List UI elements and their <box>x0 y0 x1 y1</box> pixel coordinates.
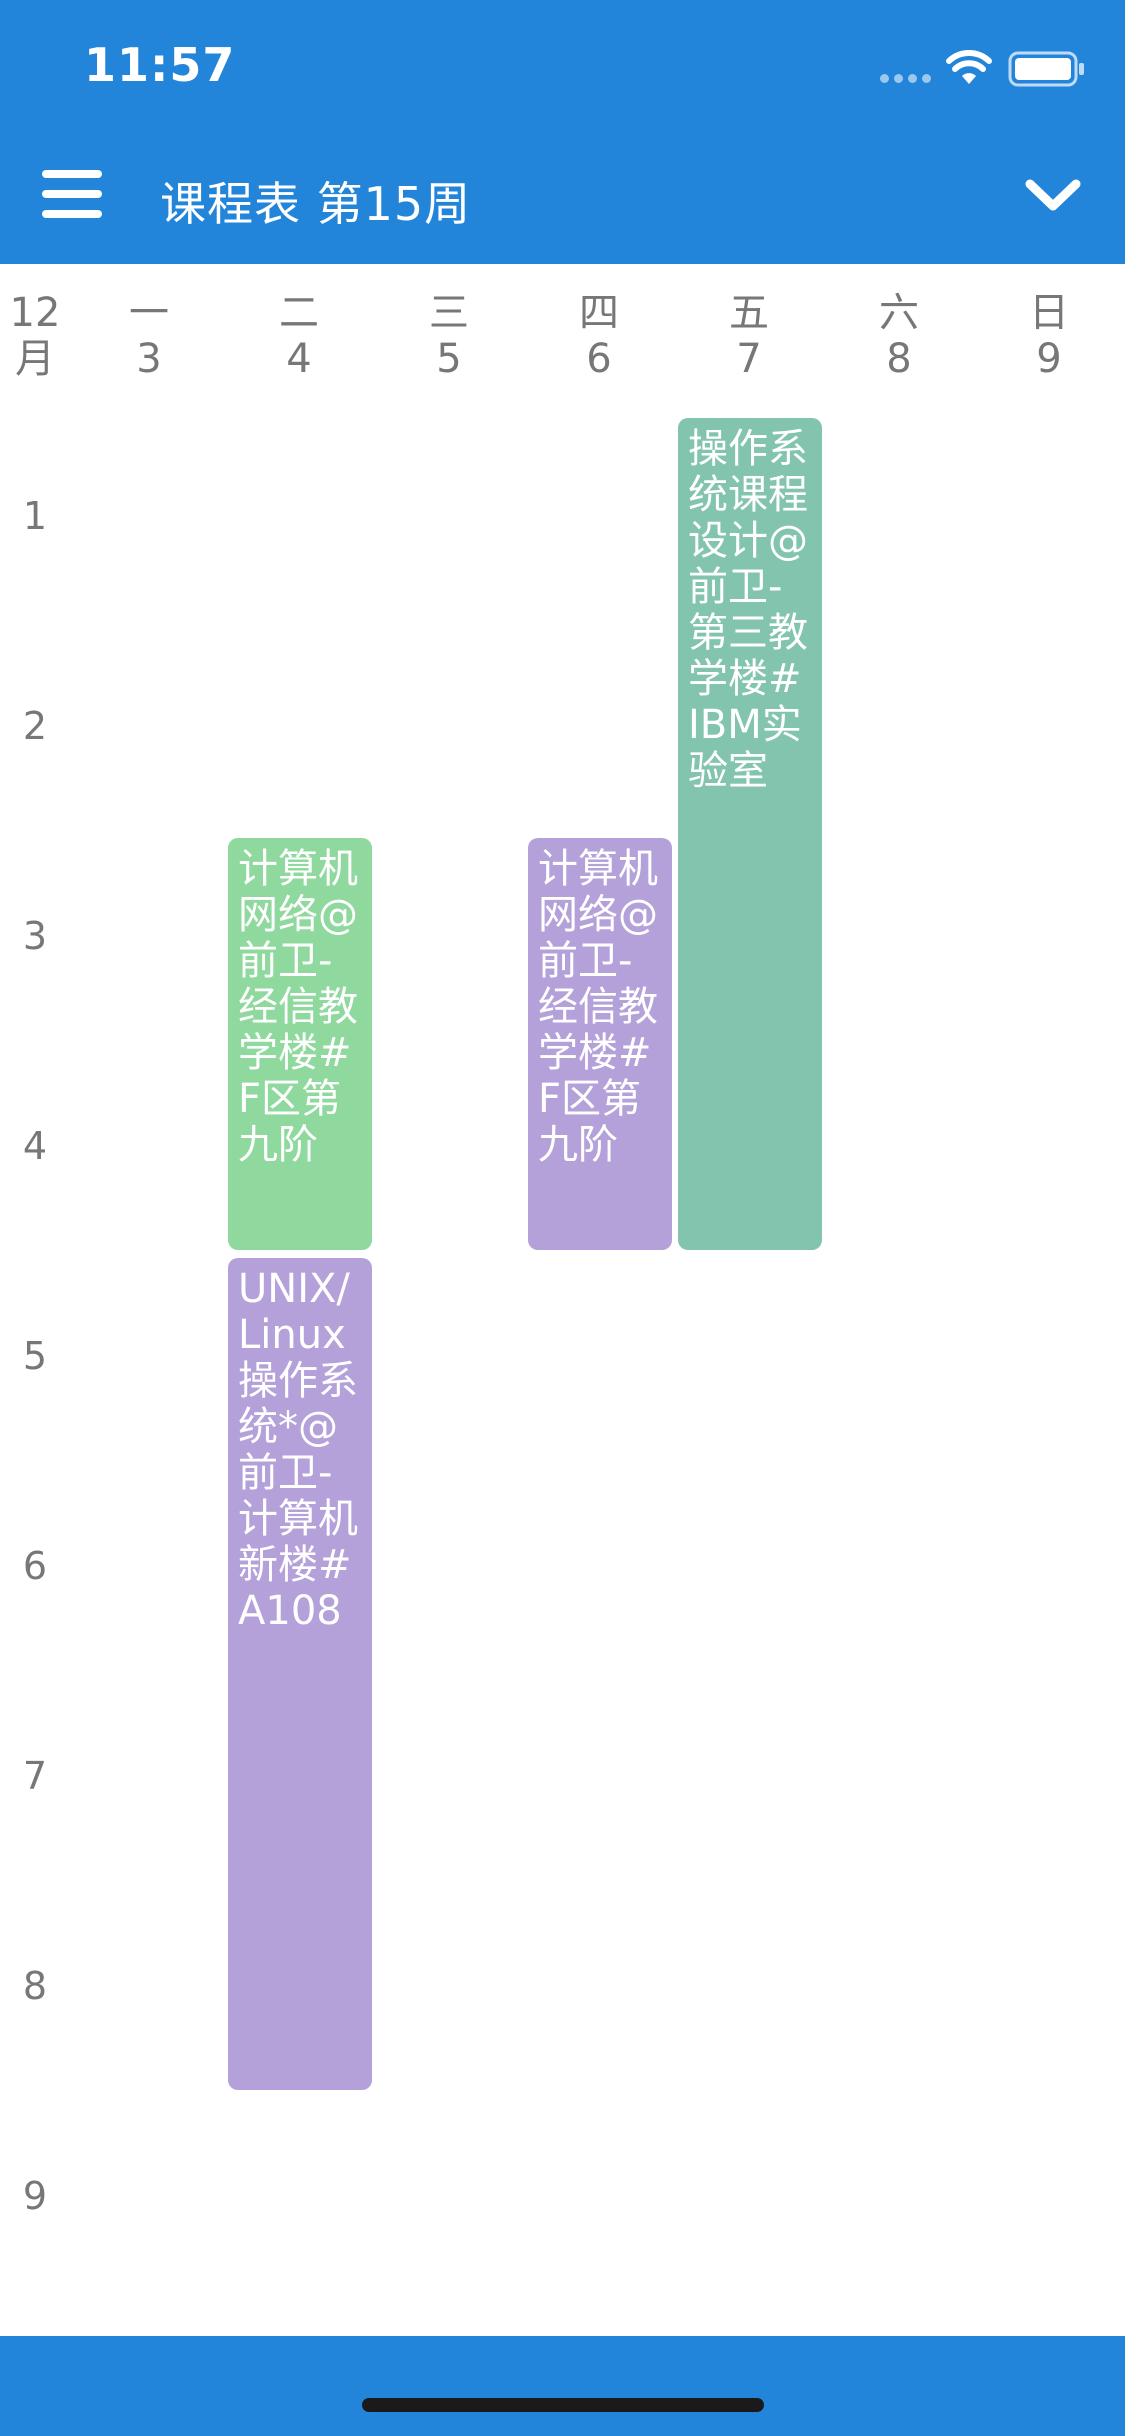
date-label: 4 <box>286 336 312 382</box>
weekday-label: 四 <box>579 290 619 336</box>
day-header-thu: 四 6 <box>524 290 674 382</box>
course-block-unix-linux-tue[interactable]: UNIX/Linux操作系统*@前卫-计算机新楼#A108 <box>228 1258 372 2090</box>
weekday-label: 二 <box>279 290 319 336</box>
course-block-os-design-fri[interactable]: 操作系统课程设计@前卫-第三教学楼#IBM实验室 <box>678 418 822 1250</box>
chevron-down-icon[interactable] <box>1024 176 1082 216</box>
period-number: 3 <box>22 914 48 958</box>
date-label: 3 <box>136 336 162 382</box>
period-number: 1 <box>22 494 48 538</box>
week-header: 12 月 一 3 二 4 三 5 四 6 五 7 六 8 日 9 <box>0 290 1125 400</box>
date-label: 6 <box>586 336 612 382</box>
home-indicator[interactable] <box>362 2398 764 2412</box>
wifi-icon <box>946 50 992 84</box>
period-number: 5 <box>22 1334 48 1378</box>
day-header-wed: 三 5 <box>374 290 524 382</box>
date-label: 5 <box>436 336 462 382</box>
weekday-label: 一 <box>129 290 169 336</box>
course-block-computer-network-thu[interactable]: 计算机网络@前卫-经信教学楼#F区第九阶 <box>528 838 672 1250</box>
day-header-mon: 一 3 <box>74 290 224 382</box>
course-text: UNIX/Linux操作系统*@前卫-计算机新楼#A108 <box>238 1266 358 1634</box>
date-label: 7 <box>736 336 762 382</box>
course-text: 计算机网络@前卫-经信教学楼#F区第九阶 <box>238 846 358 1168</box>
day-header-sun: 日 9 <box>974 290 1124 382</box>
date-label: 9 <box>1036 336 1062 382</box>
period-number: 8 <box>22 1964 48 2008</box>
signal-dots-icon <box>880 74 934 84</box>
page-title: 课程表 第15周 <box>160 177 472 231</box>
status-time: 11:57 <box>84 38 236 92</box>
top-bar: 11:57 课程表 第15周 <box>0 0 1125 264</box>
day-header-tue: 二 4 <box>224 290 374 382</box>
menu-icon[interactable] <box>42 170 102 218</box>
weekday-label: 日 <box>1029 290 1069 336</box>
bottom-bar <box>0 2336 1125 2436</box>
course-block-computer-network-tue[interactable]: 计算机网络@前卫-经信教学楼#F区第九阶 <box>228 838 372 1250</box>
date-label: 8 <box>886 336 912 382</box>
weekday-label: 六 <box>879 290 919 336</box>
period-number: 6 <box>22 1544 48 1588</box>
period-number: 2 <box>22 704 48 748</box>
weekday-label: 三 <box>429 290 469 336</box>
battery-icon <box>1008 51 1084 87</box>
course-text: 操作系统课程设计@前卫-第三教学楼#IBM实验室 <box>688 426 808 794</box>
day-header-fri: 五 7 <box>674 290 824 382</box>
period-number: 9 <box>22 2174 48 2218</box>
day-header-sat: 六 8 <box>824 290 974 382</box>
period-number: 7 <box>22 1754 48 1798</box>
month-label: 12 月 <box>9 290 61 382</box>
weekday-label: 五 <box>729 290 769 336</box>
course-text: 计算机网络@前卫-经信教学楼#F区第九阶 <box>538 846 658 1168</box>
period-number: 4 <box>22 1124 48 1168</box>
